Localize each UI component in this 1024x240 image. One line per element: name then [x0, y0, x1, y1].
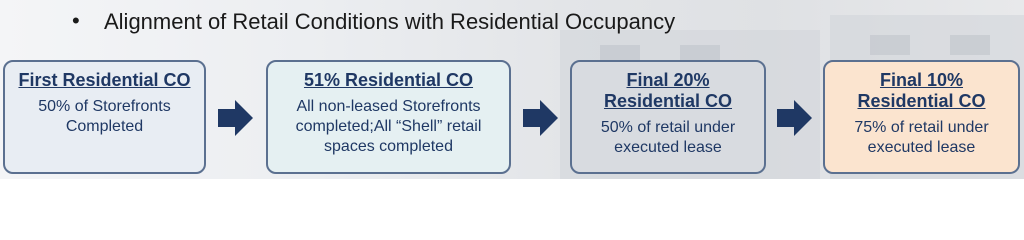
arrow — [523, 100, 558, 136]
arrow — [777, 100, 812, 136]
step-title: 51% Residential CO — [303, 70, 474, 90]
step-box: Final 10% Residential CO 75% of retail u… — [823, 60, 1020, 174]
background-window — [870, 35, 910, 55]
step-title: Final 20% Residential CO — [603, 70, 733, 111]
step-description: 75% of retail under executed lease — [854, 119, 989, 156]
step-box: Final 20% Residential CO 50% of retail u… — [570, 60, 766, 174]
slide: • Alignment of Retail Conditions with Re… — [0, 0, 1024, 179]
step-title: Final 10% Residential CO — [857, 70, 986, 111]
step-description: 50% of Storefronts Completed — [38, 98, 171, 135]
step-box: 51% Residential CO All non-leased Storef… — [266, 60, 511, 174]
step-description: All non-leased Storefronts completed;All… — [295, 98, 482, 155]
slide-title: Alignment of Retail Conditions with Resi… — [104, 9, 676, 34]
step-description: 50% of retail under executed lease — [600, 119, 736, 156]
background-window — [950, 35, 990, 55]
step-title: First Residential CO — [18, 70, 191, 90]
arrow — [218, 100, 253, 136]
bullet: • — [72, 8, 80, 33]
step-box: First Residential CO 50% of Storefronts … — [3, 60, 206, 174]
